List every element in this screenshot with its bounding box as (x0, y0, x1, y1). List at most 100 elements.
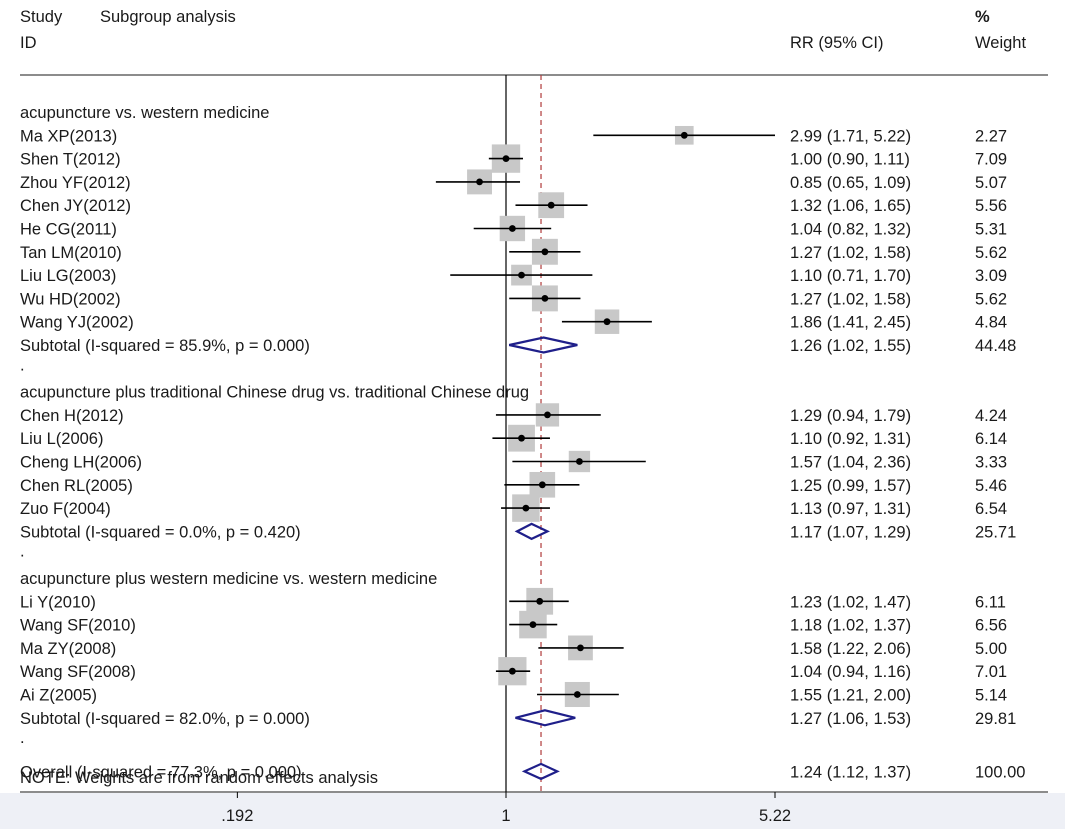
study-weight: 5.56 (975, 197, 1007, 215)
forest-rows: acupuncture vs. western medicine Ma XP(20… (20, 104, 1025, 781)
study-label: Wu HD(2002) (20, 290, 121, 308)
study-ci: 1.86 (1.41, 2.45) (790, 314, 911, 332)
study-weight: 5.00 (975, 640, 1007, 658)
study-ci: 1.10 (0.92, 1.31) (790, 430, 911, 448)
study-label: Chen JY(2012) (20, 197, 131, 215)
point-estimate (502, 155, 510, 163)
subtotal-weight: 29.81 (975, 710, 1016, 728)
overall-diamond (521, 762, 560, 781)
header-weight: Weight (975, 34, 1026, 52)
subtotal-diamond (508, 336, 578, 354)
study-ci: 1.25 (0.99, 1.57) (790, 477, 911, 495)
axis-tick-label: 1 (501, 807, 510, 825)
study-ci: 1.29 (0.94, 1.79) (790, 407, 911, 425)
point-estimate (536, 597, 544, 605)
study-weight: 6.14 (975, 430, 1007, 448)
study-ci: 1.04 (0.94, 1.16) (790, 663, 911, 681)
study-weight: 2.27 (975, 127, 1007, 145)
study-label: Ma ZY(2008) (20, 640, 116, 658)
footnote: NOTE: Weights are from random effects an… (20, 769, 378, 787)
point-estimate (603, 318, 611, 326)
study-ci: 1.58 (1.22, 2.06) (790, 640, 911, 658)
study-weight: 5.62 (975, 244, 1007, 262)
group-label: acupuncture vs. western medicine (20, 104, 269, 122)
study-ci: 2.99 (1.71, 5.22) (790, 127, 911, 145)
study-label: Liu L(2006) (20, 430, 103, 448)
study-weight: 3.33 (975, 454, 1007, 472)
study-ci: 1.00 (0.90, 1.11) (790, 151, 910, 169)
study-weight: 4.84 (975, 314, 1007, 332)
x-axis: .192 1 5.22 (221, 792, 791, 825)
study-label: Liu LG(2003) (20, 267, 116, 285)
subtotal-ci: 1.26 (1.02, 1.55) (790, 337, 911, 355)
study-label: Chen H(2012) (20, 407, 124, 425)
study-weight: 6.11 (975, 593, 1006, 611)
point-estimate (573, 691, 581, 698)
point-estimate (541, 295, 549, 302)
study-label: He CG(2011) (20, 221, 117, 239)
point-estimate (544, 411, 551, 419)
point-estimate (680, 131, 688, 139)
point-estimate (541, 248, 549, 256)
header-id: ID (20, 34, 37, 52)
study-weight: 5.14 (975, 687, 1007, 705)
point-estimate (508, 225, 516, 232)
study-weight: 5.62 (975, 290, 1007, 308)
axis-tick-label: .192 (221, 807, 253, 825)
study-weight: 3.09 (975, 267, 1007, 285)
study-ci: 0.85 (0.65, 1.09) (790, 174, 911, 192)
point-estimate (508, 667, 516, 675)
study-label: Ai Z(2005) (20, 687, 97, 705)
study-weight: 6.56 (975, 617, 1007, 635)
study-weight: 5.07 (975, 174, 1007, 192)
point-estimate (522, 504, 530, 512)
study-ci: 1.13 (0.97, 1.31) (790, 500, 911, 518)
study-ci: 1.32 (1.06, 1.65) (790, 197, 911, 215)
study-label: Ma XP(2013) (20, 127, 117, 145)
study-ci: 1.18 (1.02, 1.37) (790, 617, 911, 635)
group-separator: . (20, 356, 25, 374)
point-estimate (476, 178, 483, 186)
study-ci: 1.27 (1.02, 1.58) (790, 290, 911, 308)
point-estimate (538, 481, 546, 489)
study-ci: 1.04 (0.82, 1.32) (790, 221, 911, 239)
study-weight: 5.46 (975, 477, 1007, 495)
header-study: Study (20, 8, 63, 26)
study-label: Wang YJ(2002) (20, 314, 134, 332)
point-estimate (547, 201, 555, 209)
subtotal-label: Subtotal (I-squared = 82.0%, p = 0.000) (20, 710, 310, 728)
subtotal-ci: 1.27 (1.06, 1.53) (790, 710, 911, 728)
subtotal-weight: 25.71 (975, 523, 1016, 541)
point-estimate (518, 434, 525, 442)
study-weight: 5.31 (975, 221, 1007, 239)
study-weight: 4.24 (975, 407, 1007, 425)
subtotal-weight: 44.48 (975, 337, 1016, 355)
subtotal-label: Subtotal (I-squared = 85.9%, p = 0.000) (20, 337, 310, 355)
header-percent: % (975, 8, 990, 26)
subtotal-label: Subtotal (I-squared = 0.0%, p = 0.420) (20, 523, 301, 541)
group-separator: . (20, 543, 25, 561)
group-label: acupuncture plus traditional Chinese dru… (20, 384, 529, 402)
subtotal-diamond (514, 522, 551, 541)
header-title: Subgroup analysis (100, 8, 236, 26)
study-ci: 1.27 (1.02, 1.58) (790, 244, 911, 262)
overall-label: Overall (I-squared = 77.3%, p = 0.000) (20, 763, 302, 781)
study-ci: 1.23 (1.02, 1.47) (790, 593, 911, 611)
subtotal-ci: 1.17 (1.07, 1.29) (790, 523, 911, 541)
study-label: Cheng LH(2006) (20, 454, 142, 472)
study-weight: 6.54 (975, 500, 1007, 518)
study-label: Shen T(2012) (20, 151, 121, 169)
study-ci: 1.55 (1.21, 2.00) (790, 687, 911, 705)
study-weight: 7.01 (975, 663, 1007, 681)
overall-ci: 1.24 (1.12, 1.37) (790, 763, 911, 781)
axis-tick-label: 5.22 (759, 807, 791, 825)
study-label: Chen RL(2005) (20, 477, 133, 495)
point-estimate (518, 271, 525, 279)
study-weight: 7.09 (975, 151, 1007, 169)
study-ci: 1.10 (0.71, 1.70) (790, 267, 911, 285)
study-label: Zhou YF(2012) (20, 174, 131, 192)
study-label: Li Y(2010) (20, 593, 96, 611)
point-estimate (577, 644, 584, 652)
axis-band (0, 793, 1065, 829)
